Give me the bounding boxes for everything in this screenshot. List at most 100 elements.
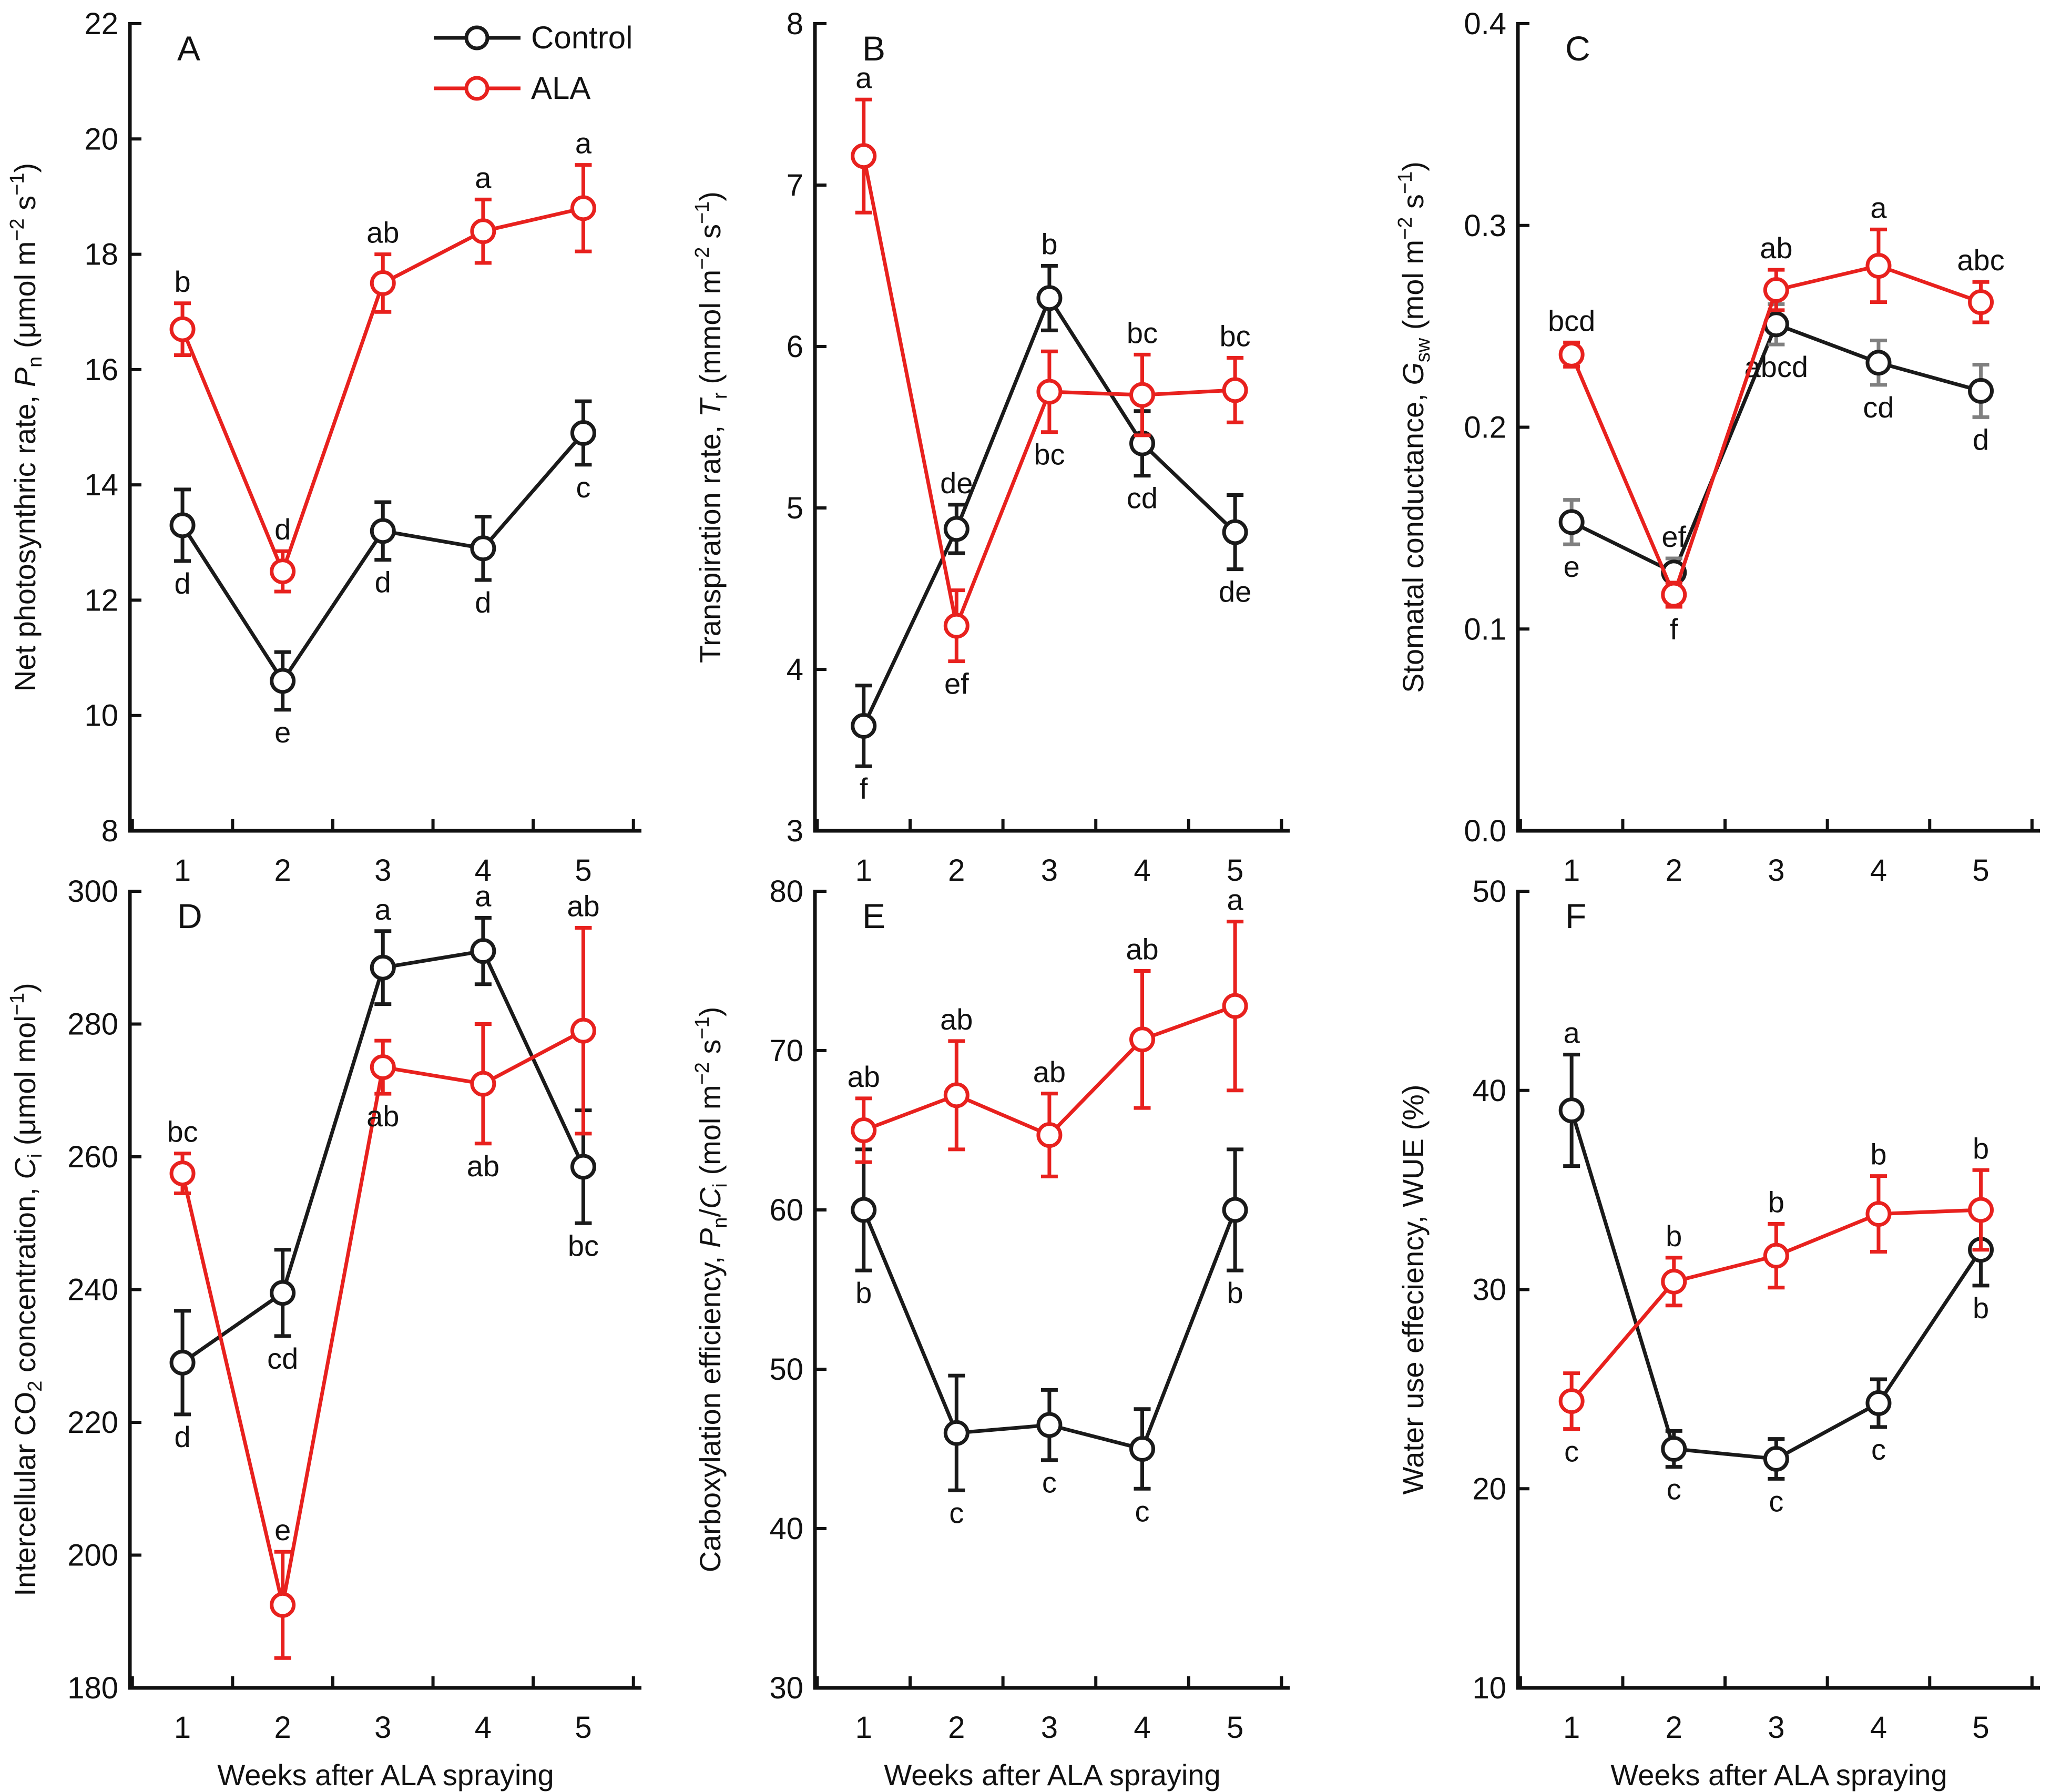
panel-c-x-tick-label-2: 3 [1768, 853, 1784, 888]
panel-a-y-axis-title-part-6: −1 [6, 173, 28, 196]
panel-b-ala-point-4 [1222, 377, 1248, 403]
panel-f-series-ala: c b b b b [1558, 1132, 1994, 1468]
panel-d-y-tick-label-4: 260 [67, 1140, 118, 1174]
panel-f-y-tick-label-0: 10 [1472, 1671, 1506, 1705]
panel-e-y-tick-label-5: 80 [769, 874, 803, 909]
panel-f-y-tick-label-2: 30 [1472, 1273, 1506, 1307]
panel-c-y-axis-title-part-3: (mol m [1396, 240, 1430, 338]
panel-c-y-tick-label-2: 0.2 [1464, 411, 1506, 445]
panel-f-x-tick-label-0: 1 [1563, 1710, 1580, 1745]
panel-b-y-tick-label-3: 6 [787, 330, 803, 364]
panel-c-x-tick-label-3: 4 [1870, 853, 1887, 888]
panel-d-series-control: d cd a a bc [169, 880, 599, 1453]
panel-a-series-ala: b d ab a a [169, 127, 596, 594]
panel-d-y-axis-title-part-4: i [24, 1154, 46, 1158]
panel-a-y-tick-label-6: 20 [84, 122, 118, 156]
panel-f-y-axis-title: Water use effeciency, WUE (%) [1396, 1084, 1430, 1494]
panel-d-control-point-4 [570, 1154, 596, 1180]
panel-d-ala-sig-label-1: e [274, 1513, 291, 1546]
panel-e-x-tick-label-1: 2 [948, 1710, 965, 1745]
panel-c-series-ala: bcd f ab a abc [1548, 191, 2005, 646]
panel-f-control-point-1 [1661, 1436, 1687, 1462]
panel-f-y-tick-label-3: 40 [1472, 1074, 1506, 1108]
panel-b-ala-sig-label-3: bc [1127, 316, 1158, 349]
panel-c-x-tick-label-0: 1 [1563, 853, 1580, 888]
panel-b-ala-sig-label-0: a [855, 61, 872, 94]
panel-d-ala-sig-label-4: ab [567, 889, 599, 922]
panel-d-control-sig-label-0: d [174, 1420, 190, 1453]
panel-c-ala-point-3 [1865, 253, 1892, 279]
panel-b-y-axis-title-part-4: −2 [691, 247, 713, 270]
panel-d-y-tick-label-5: 280 [67, 1007, 118, 1042]
panel-b-ala-sig-label-4: bc [1220, 319, 1251, 352]
panel-d-ala-point-1 [270, 1592, 296, 1618]
panel-a-control-point-1 [270, 668, 296, 694]
panel-b-ala-point-3 [1129, 382, 1156, 408]
panel-c-letter: C [1565, 29, 1590, 68]
panel-d-ala-sig-label-3: ab [467, 1149, 499, 1183]
panel-b-control-point-2 [1036, 285, 1063, 311]
panel-d-x-tick-label-1: 2 [274, 1710, 291, 1745]
panel-a-y-axis-title-part-4: −2 [6, 218, 28, 241]
panel-f-ala-sig-label-0: c [1564, 1435, 1579, 1468]
panel-a-ala-point-4 [570, 195, 596, 221]
panel-a-control-sig-label-4: c [576, 471, 590, 504]
panel-b-control-sig-label-0: f [860, 772, 868, 805]
panel-a-ala-sig-label-0: b [174, 265, 190, 298]
panel-e-control-point-4 [1222, 1197, 1248, 1223]
panel-d-x-axis-title: Weeks after ALA spraying [217, 1758, 554, 1791]
panel-a-y-axis-title: Net photosynthric rate, Pn (μmol m−2 s−1… [6, 163, 46, 691]
panel-b-y-tick-label-5: 8 [787, 7, 803, 41]
panel-a-y-axis-title-part-5: s [8, 196, 42, 219]
panel-d-control-sig-label-1: cd [267, 1342, 298, 1375]
panel-b-y-axis-title-part-5: s [693, 224, 727, 247]
panel-b-ala-sig-label-1: ef [944, 667, 969, 700]
panel-a-control-point-4 [570, 420, 596, 446]
panel-d-y-tick-label-2: 220 [67, 1406, 118, 1440]
panel-c-ala-sig-label-0: bcd [1548, 304, 1595, 337]
panel-e-ala-sig-label-2: ab [1033, 1055, 1066, 1088]
panel-b-y-tick-label-1: 4 [787, 653, 803, 687]
panel-c-ala-point-4 [1968, 289, 1994, 315]
panel-c-y-axis-title: Stomatal conductance, Gsw (mol m−2 s−1) [1394, 161, 1434, 693]
panel-d-ala-point-4 [570, 1017, 596, 1044]
panel-b-control-sig-label-1: de [940, 466, 973, 500]
panel-c-x-tick-label-4: 5 [1972, 853, 1989, 888]
panel-b-y-axis-title-part-1: T [693, 397, 727, 417]
panel-d-y-axis-title: Intercellular CO2 concentration, Ci (μmo… [6, 983, 46, 1596]
panel-f-y-axis-title-part-0: Water use effeciency, WUE (%) [1396, 1084, 1430, 1494]
panel-c: 0.0 0.1 0.2 0.3 0.4 1 2 3 4 5 Stomatal conductance… [1394, 7, 2040, 888]
panel-a-ala-point-0 [169, 316, 196, 342]
panel-a-y-axis-title-part-3: (μmol m [8, 241, 42, 357]
panel-e-y-axis-title-part-3: / [693, 1209, 727, 1217]
panel-d-x-tick-label-0: 1 [174, 1710, 191, 1745]
panel-c-y-tick-label-0: 0.0 [1464, 814, 1506, 848]
panel-b-control-sig-label-3: cd [1127, 482, 1158, 515]
panel-a-ala-point-1 [270, 558, 296, 585]
panel-d-control-sig-label-4: bc [568, 1229, 599, 1262]
panel-e-y-axis-title-part-6: (mol m [693, 1085, 727, 1183]
panel-c-ala-sig-label-2: ab [1760, 231, 1792, 264]
panel-b-x-tick-label-2: 3 [1041, 853, 1058, 888]
panel-e-ala-point-4 [1222, 993, 1248, 1019]
panel-a-x-tick-label-4: 5 [575, 853, 591, 888]
panel-e-x-tick-label-0: 1 [855, 1710, 872, 1745]
panel-d-x-tick-label-3: 4 [475, 1710, 492, 1745]
panel-f-ala-sig-label-1: b [1666, 1219, 1682, 1253]
panel-b-y-axis-title-part-6: −1 [691, 201, 713, 224]
panel-d: 180 200 220 240 260 280 300 1 2 3 4 5 Weeks after AL… [6, 874, 641, 1791]
panel-f-ala-point-1 [1661, 1268, 1687, 1295]
panel-d-y-axis-title-part-2: concentration, [8, 1179, 42, 1381]
panel-d-y-axis-title-part-6: −1 [6, 993, 28, 1015]
panel-e-y-tick-label-3: 60 [769, 1193, 803, 1227]
panel-b-y-axis-title-part-3: (mmol m [693, 270, 727, 392]
panel-b-y-axis-title-part-7: ) [693, 191, 727, 201]
panel-e-series-control: b c c c b [851, 1147, 1248, 1529]
panel-e-control-point-3 [1129, 1436, 1156, 1462]
panel-f-ala-sig-label-3: b [1870, 1138, 1886, 1171]
panel-f-y-tick-label-4: 50 [1472, 874, 1506, 909]
panel-f-ala-point-0 [1558, 1388, 1585, 1414]
panel-a-y-tick-label-2: 12 [84, 583, 118, 617]
panel-c-y-axis-title-part-6: −1 [1394, 171, 1416, 194]
